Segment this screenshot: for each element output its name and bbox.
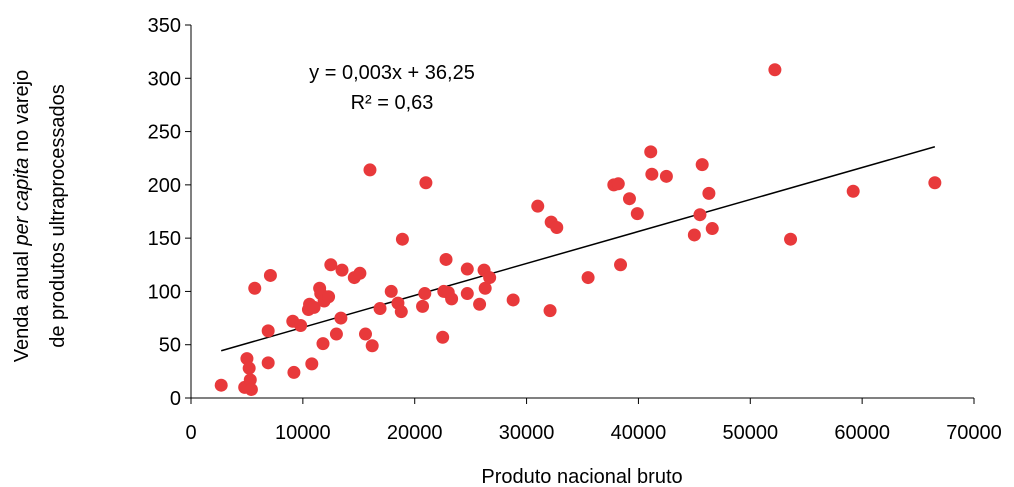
x-tick-label: 20000 <box>387 422 443 444</box>
x-axis-label: Produto nacional bruto <box>481 466 682 487</box>
trendline-equation: y = 0,003x + 36,25 <box>309 62 475 84</box>
x-tick-label: 30000 <box>499 422 555 444</box>
data-point <box>334 311 348 325</box>
data-point <box>630 207 644 221</box>
data-point <box>846 184 860 198</box>
data-point <box>373 301 387 315</box>
x-tick-label: 40000 <box>611 422 667 444</box>
y-tick-label: 250 <box>148 122 181 144</box>
data-point <box>329 327 343 341</box>
data-point <box>261 324 275 338</box>
data-point <box>242 361 256 375</box>
data-point <box>460 287 474 301</box>
data-point <box>581 271 595 285</box>
y-axis-label-line1: Venda anual per capita no varejo <box>11 70 33 362</box>
data-point <box>622 192 636 206</box>
data-point <box>394 305 408 319</box>
data-point <box>305 357 319 371</box>
data-point <box>693 208 707 222</box>
data-point <box>543 304 557 318</box>
data-point <box>353 266 367 280</box>
data-point <box>659 169 673 183</box>
data-point <box>294 319 308 333</box>
y-axis-label-part1: Venda anual <box>11 245 33 362</box>
data-point <box>506 293 520 307</box>
data-point <box>531 199 545 213</box>
data-point <box>645 167 659 181</box>
data-point <box>478 281 492 295</box>
x-tick-label: 10000 <box>275 422 331 444</box>
data-point <box>419 176 433 190</box>
data-point <box>702 186 716 200</box>
data-point <box>384 284 398 298</box>
data-point <box>928 176 942 190</box>
data-point <box>316 337 330 351</box>
y-tick-label: 300 <box>148 68 181 90</box>
data-point <box>439 252 453 266</box>
data-point <box>243 373 257 387</box>
data-point <box>263 268 277 282</box>
data-point <box>436 330 450 344</box>
trendline-r2: R² = 0,63 <box>351 92 434 114</box>
points-group <box>214 63 942 396</box>
data-point <box>324 258 338 272</box>
y-tick-label: 350 <box>148 15 181 37</box>
y-tick-label: 0 <box>170 388 181 410</box>
data-point <box>614 258 628 272</box>
data-point <box>335 263 349 277</box>
data-point <box>784 232 798 246</box>
data-point <box>705 222 719 236</box>
data-point <box>214 378 228 392</box>
y-axis-label-line2: de produtos ultraprocessados <box>47 84 69 348</box>
y-tick-label: 100 <box>148 281 181 303</box>
data-point <box>483 271 497 285</box>
data-point <box>473 297 487 311</box>
x-tick-label: 60000 <box>834 422 890 444</box>
x-tick-label: 70000 <box>946 422 1002 444</box>
y-axis-label: Venda anual per capita no varejo de prod… <box>11 70 69 362</box>
data-point <box>416 299 430 313</box>
data-point <box>611 177 625 191</box>
trendline-group <box>220 146 936 352</box>
data-point <box>445 292 459 306</box>
data-point <box>365 339 379 353</box>
data-point <box>687 228 701 242</box>
data-point <box>307 300 321 314</box>
y-axis-label-part2: per capita <box>11 158 33 247</box>
data-point <box>395 232 409 246</box>
data-point <box>460 262 474 276</box>
data-point <box>244 382 258 396</box>
y-tick-label: 50 <box>159 335 181 357</box>
data-point <box>418 287 432 301</box>
data-point <box>644 145 658 159</box>
y-axis-label-part3: no varejo <box>11 70 33 158</box>
trendline <box>220 146 936 352</box>
data-point <box>287 365 301 379</box>
y-tick-label: 150 <box>148 228 181 250</box>
x-tick-label: 50000 <box>722 422 778 444</box>
data-point <box>322 290 336 304</box>
data-point <box>768 63 782 77</box>
y-tick-label: 200 <box>148 175 181 197</box>
x-tick-label: 0 <box>185 422 196 444</box>
data-point <box>358 327 372 341</box>
data-point <box>248 281 262 295</box>
data-point <box>550 220 564 234</box>
axes: 0 50 100 150 200 250 300 350 0 10000 20000 30000 400… <box>148 15 1002 444</box>
data-point <box>261 356 275 370</box>
data-point <box>695 158 709 172</box>
data-point <box>363 163 377 177</box>
